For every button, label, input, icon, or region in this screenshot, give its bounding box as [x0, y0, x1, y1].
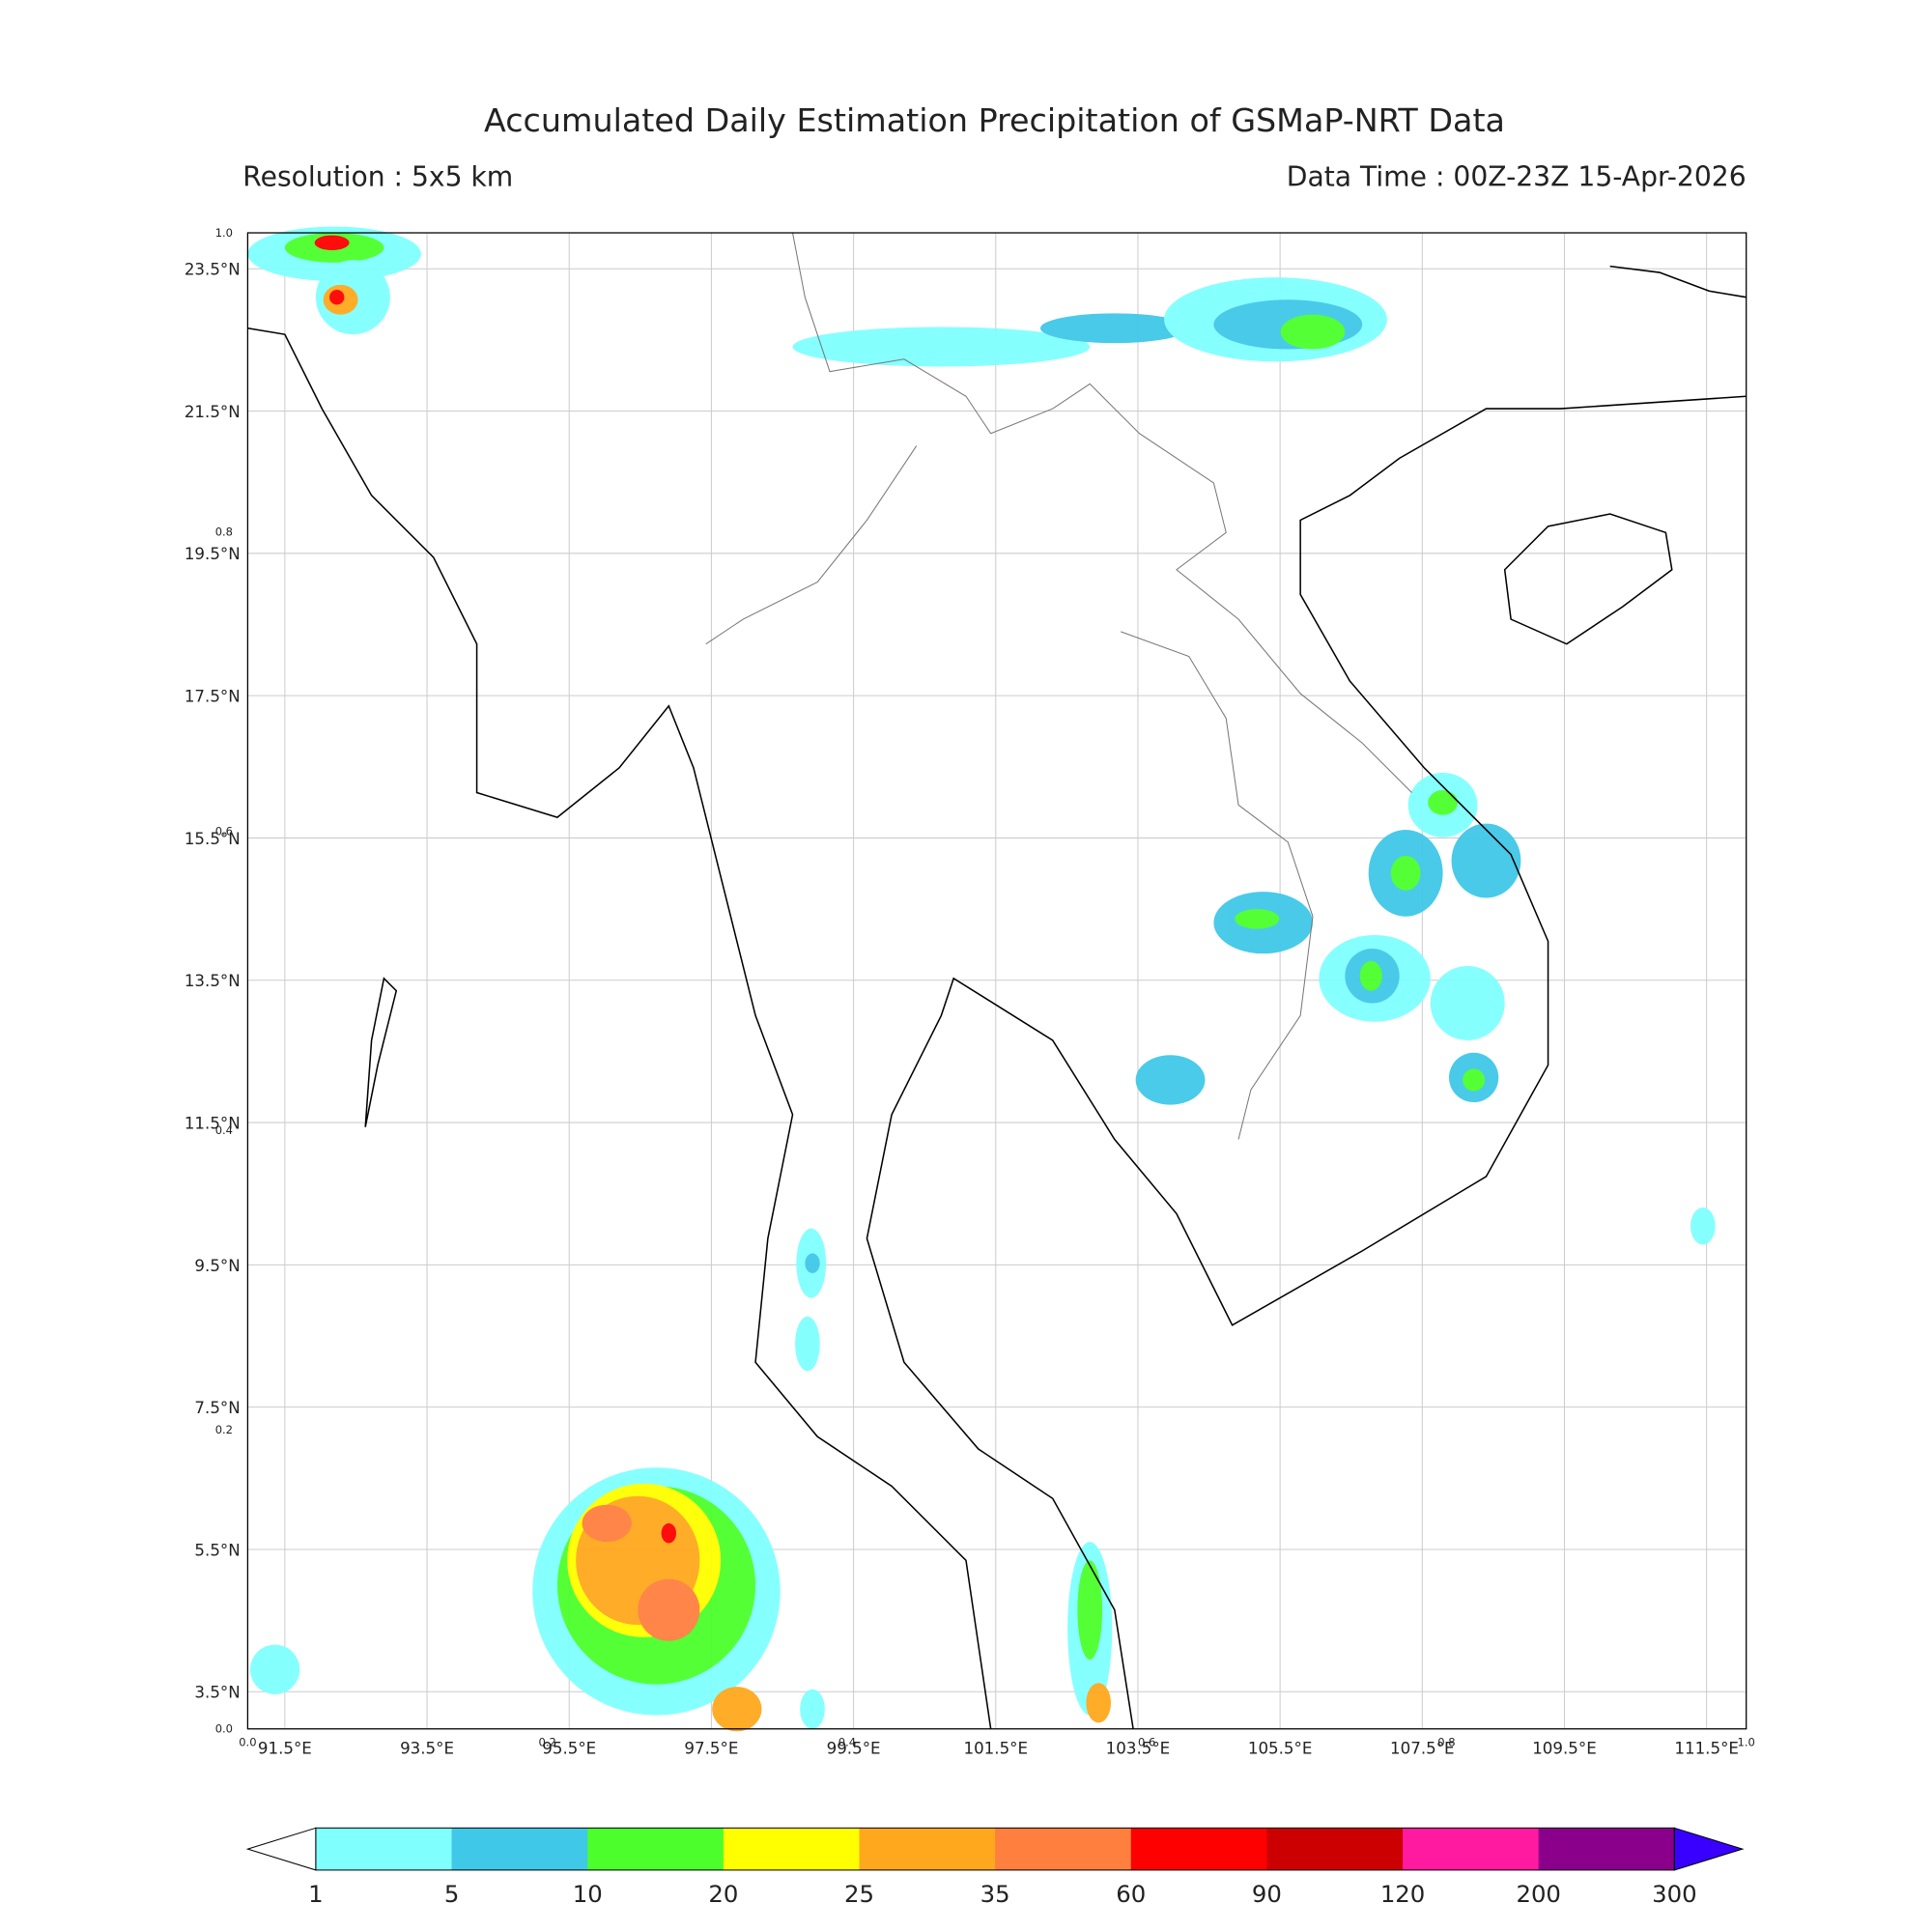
title: Accumulated Daily Estimation Precipitati… [484, 101, 1505, 139]
frame-tick: 1.0 [1738, 1736, 1755, 1749]
coastline [247, 265, 1747, 1729]
frame-tick: 1.0 [215, 226, 233, 240]
lat-label: 9.5°N [194, 1257, 240, 1275]
frame-tick: 0.4 [838, 1736, 856, 1749]
colorbar-bin [315, 1828, 453, 1870]
frame-tick: 0.6 [1138, 1736, 1155, 1749]
colorbar-label: 200 [1516, 1880, 1560, 1908]
lon-label: 99.5°E [827, 1739, 881, 1757]
colorbar-label: 120 [1380, 1880, 1425, 1908]
frame-tick: 0.8 [1437, 1736, 1455, 1749]
colorbar-label: 90 [1252, 1880, 1282, 1908]
colorbar-bin [995, 1828, 1132, 1870]
lon-label: 93.5°E [400, 1739, 454, 1757]
lat-label: 19.5°N [185, 545, 241, 563]
frame-tick: 0.2 [215, 1423, 233, 1436]
colorbar-label: 20 [708, 1880, 738, 1908]
lon-label: 107.5°E [1390, 1739, 1455, 1757]
colorbar-bin [1403, 1828, 1540, 1870]
colorbar-label: 10 [573, 1880, 603, 1908]
colorbar-label: 1 [308, 1880, 324, 1908]
colorbar-bin [859, 1828, 996, 1870]
resolution: Resolution : 5x5 km [242, 160, 513, 192]
frame-tick: 0.8 [215, 526, 233, 539]
lon-label: 105.5°E [1248, 1739, 1313, 1757]
lon-label: 103.5°E [1106, 1739, 1171, 1757]
colorbar-label: 25 [844, 1880, 874, 1908]
borders [705, 232, 1412, 1140]
frame-tick: 0.0 [239, 1736, 256, 1749]
map-frame [246, 232, 1747, 1730]
colorbar-bin [1130, 1828, 1268, 1870]
colorbar-over [1673, 1827, 1745, 1871]
lat-label: 5.5°N [194, 1541, 240, 1559]
colorbar-label: 35 [980, 1880, 1010, 1908]
lat-label: 23.5°N [185, 261, 241, 279]
lat-label: 11.5°N [185, 1114, 241, 1132]
lat-label: 15.5°N [185, 830, 241, 848]
lon-label: 101.5°E [963, 1739, 1028, 1757]
colorbar-bin [723, 1828, 861, 1870]
precipitation [247, 226, 1716, 1732]
colorbar-label: 5 [444, 1880, 460, 1908]
colorbar-bin [1538, 1828, 1675, 1870]
colorbar-frame [315, 1827, 1675, 1871]
lat-label: 7.5°N [194, 1399, 240, 1417]
lat-label: 3.5°N [194, 1684, 240, 1702]
colorbar-label: 60 [1116, 1880, 1146, 1908]
lon-label: 97.5°E [684, 1739, 738, 1757]
colorbar-bin [1266, 1828, 1404, 1870]
lon-label: 95.5°E [542, 1739, 596, 1757]
graticule: 91.5°E 93.5°E 95.5°E 97.5°E 99.5°E 101.5°E 103… [185, 226, 1755, 1758]
colorbar-label: 300 [1652, 1880, 1696, 1908]
lat-label: 21.5°N [185, 403, 241, 421]
lon-label: 109.5°E [1532, 1739, 1597, 1757]
frame-tick: 0.2 [539, 1736, 556, 1749]
colorbar-bin [451, 1828, 588, 1870]
frame-tick: 0.6 [215, 824, 233, 838]
lat-label: 17.5°N [185, 688, 241, 706]
colorbar-bin [587, 1828, 724, 1870]
lon-label: 91.5°E [258, 1739, 312, 1757]
frame-tick: 0.4 [215, 1123, 233, 1137]
colorbar: 1 5 10 20 25 35 60 90 120 200 300 [245, 1827, 1745, 1908]
data-time: Data Time : 00Z-23Z 15-Apr-2026 [1287, 160, 1747, 192]
frame-tick: 0.0 [215, 1722, 233, 1736]
lon-label: 111.5°E [1674, 1739, 1739, 1757]
lat-label: 13.5°N [185, 972, 241, 990]
colorbar-under [245, 1827, 317, 1871]
